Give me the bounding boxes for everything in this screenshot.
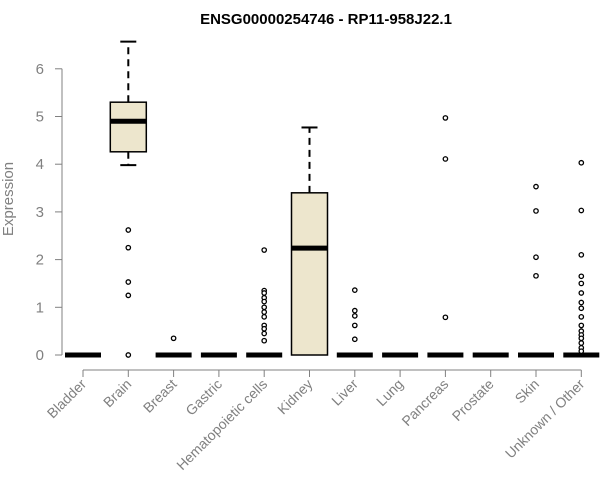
outlier-point (125, 352, 132, 358)
outlier-point (578, 305, 585, 312)
box-group (155, 335, 192, 358)
box-group (290, 126, 329, 356)
x-tick-label: Unknown / Other (502, 376, 588, 462)
box-group (109, 40, 148, 358)
y-tick-label: 0 (36, 347, 44, 364)
chart-title: ENSG00000254746 - RP11-958J22.1 (200, 11, 452, 28)
plot-area (65, 40, 600, 358)
x-tick-label: Lung (373, 376, 406, 409)
outlier-point (533, 272, 539, 279)
outlier-point (578, 335, 585, 342)
box-group (427, 115, 464, 358)
x-tick-label: Skin (512, 376, 543, 407)
y-axis: 0 1 2 3 4 5 6 (36, 61, 63, 364)
x-tick-label: Kidney (274, 376, 316, 418)
outlier-point (578, 251, 585, 258)
y-tick-label: 3 (36, 204, 44, 221)
x-tick-label: Liver (328, 376, 361, 409)
x-tick-label: Pancreas (398, 376, 451, 429)
outlier-point (533, 254, 539, 261)
outlier-point (125, 279, 132, 285)
outlier-point (261, 298, 268, 305)
outlier-point (578, 322, 585, 329)
outlier-point (578, 348, 585, 355)
outlier-point (125, 244, 132, 251)
box-group (518, 183, 554, 358)
outlier-point (261, 313, 268, 320)
outlier-point (578, 207, 585, 214)
outlier-point (351, 287, 358, 293)
outlier-point (125, 292, 132, 299)
x-tick-label: Gastric (182, 376, 225, 419)
outlier-point (578, 299, 585, 306)
x-tick-label: Prostate (449, 376, 497, 424)
x-tick-label: Brain (100, 376, 134, 410)
outlier-point (261, 309, 268, 315)
box-group (563, 159, 600, 358)
outlier-point (578, 313, 585, 320)
box-iqr (109, 101, 148, 153)
outlier-point (261, 304, 268, 311)
outlier-point (351, 322, 358, 329)
y-tick-label: 6 (36, 61, 44, 78)
outlier-point (578, 290, 585, 296)
outlier-point (578, 273, 585, 280)
y-tick-label: 4 (36, 156, 44, 173)
outlier-point (578, 340, 585, 346)
x-tick-label: Bladder (44, 376, 90, 422)
y-tick-label: 2 (36, 252, 44, 269)
box-group (246, 247, 283, 358)
outlier-point (442, 314, 449, 321)
outlier-point (261, 325, 268, 332)
outlier-point (442, 156, 449, 162)
outlier-point (578, 159, 585, 166)
outlier-point (351, 307, 358, 314)
box-group (336, 287, 373, 358)
outlier-point (125, 227, 132, 233)
outlier-point (351, 336, 358, 343)
box-iqr (290, 192, 329, 356)
y-tick-label: 1 (36, 299, 44, 316)
y-axis-label: Expression (0, 162, 17, 236)
outlier-point (261, 247, 268, 253)
outlier-point (533, 183, 539, 190)
outlier-point (533, 208, 539, 214)
outlier-point (261, 290, 268, 296)
outlier-point (261, 337, 268, 344)
x-tick-label: Breast (140, 376, 180, 416)
outlier-point (261, 330, 268, 337)
outlier-point (578, 280, 585, 287)
outlier-point (170, 335, 177, 342)
outlier-point (442, 115, 449, 121)
outlier-point (351, 313, 358, 319)
y-tick-label: 5 (36, 109, 44, 126)
